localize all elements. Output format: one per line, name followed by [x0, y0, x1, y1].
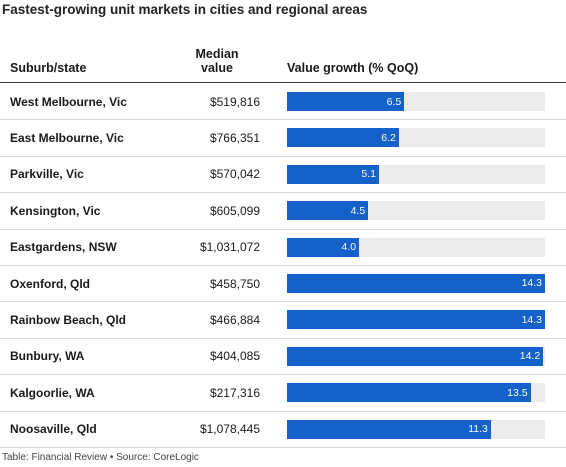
median-value-cell: $1,078,445 [199, 422, 260, 437]
growth-bar: 13.5 [287, 383, 531, 403]
column-header-suburb: Suburb/state [10, 61, 87, 75]
suburb-cell: Oxenford, Qld [10, 276, 91, 291]
growth-bar: 4.5 [287, 201, 369, 221]
median-value-cell: $1,031,072 [199, 240, 260, 255]
table-header: Suburb/state Median value Value growth (… [0, 38, 566, 83]
suburb-cell: Bunbury, WA [10, 349, 85, 364]
table-row: East Melbourne, Vic $766,351 6.2 [0, 120, 566, 157]
suburb-cell: Noosaville, Qld [10, 422, 97, 437]
suburb-cell: Eastgardens, NSW [10, 240, 117, 255]
suburb-cell: West Melbourne, Vic [10, 94, 127, 109]
bar-track: 6.5 [287, 92, 545, 111]
growth-bar-label: 14.2 [519, 350, 541, 363]
growth-bar: 14.3 [287, 310, 545, 330]
table-row: Rainbow Beach, Qld $466,884 14.3 [0, 302, 566, 339]
growth-bar-label: 6.2 [381, 131, 396, 144]
table-row: Eastgardens, NSW $1,031,072 4.0 [0, 230, 566, 266]
median-value-cell: $466,884 [209, 313, 260, 328]
median-value-cell: $404,085 [209, 349, 260, 364]
growth-bar-label: 14.3 [521, 277, 542, 290]
growth-bar: 11.3 [287, 419, 491, 439]
bar-track: 4.0 [287, 237, 545, 257]
table-row: Kalgoorlie, WA $217,316 13.5 [0, 375, 566, 412]
median-value-cell: $458,750 [209, 276, 260, 291]
table-body: West Melbourne, Vic $519,816 6.5 East Melbo… [0, 84, 566, 448]
growth-bar-label: 4.0 [341, 241, 357, 254]
bar-track: 5.1 [287, 164, 545, 184]
column-header-median-line1: Median [195, 47, 239, 61]
bar-track: 14.3 [287, 273, 545, 293]
suburb-cell: East Melbourne, Vic [10, 131, 124, 146]
bar-track: 4.5 [287, 201, 545, 221]
bar-track: 14.2 [287, 346, 545, 366]
table-row: Parkville, Vic $570,042 5.1 [0, 157, 566, 194]
column-header-median-line2: value [201, 61, 233, 75]
source-footer: Table: Financial Review • Source: CoreLo… [2, 452, 199, 463]
table-row: Bunbury, WA $404,085 14.2 [0, 339, 566, 376]
growth-bar-label: 5.1 [361, 168, 376, 181]
median-value-cell: $605,099 [209, 203, 260, 218]
table-row: Oxenford, Qld $458,750 14.3 [0, 266, 566, 303]
growth-bar: 5.1 [287, 164, 379, 184]
column-header-median: Median value [172, 47, 262, 75]
growth-bar-label: 6.5 [386, 95, 402, 108]
table-row: West Melbourne, Vic $519,816 6.5 [0, 84, 566, 121]
column-header-growth: Value growth (% QoQ) [287, 61, 419, 75]
bar-track: 11.3 [287, 419, 545, 439]
suburb-cell: Parkville, Vic [10, 167, 84, 182]
median-value-cell: $217,316 [209, 385, 260, 400]
median-value-cell: $519,816 [209, 94, 260, 109]
growth-bar: 6.5 [287, 92, 405, 111]
chart-title: Fastest-growing unit markets in cities a… [2, 2, 368, 17]
growth-bar: 14.3 [287, 273, 545, 293]
growth-bar-label: 14.3 [521, 313, 542, 326]
table-row: Noosaville, Qld $1,078,445 11.3 [0, 412, 566, 448]
growth-bar-label: 13.5 [507, 386, 528, 399]
suburb-cell: Kensington, Vic [10, 203, 101, 218]
median-value-cell: $766,351 [209, 131, 260, 146]
growth-bar: 6.2 [287, 128, 399, 148]
growth-bar: 14.2 [287, 346, 544, 366]
median-value-cell: $570,042 [209, 167, 260, 182]
bar-track: 14.3 [287, 310, 545, 330]
bar-track: 13.5 [287, 383, 545, 403]
growth-bar-label: 11.3 [468, 423, 488, 436]
table-row: Kensington, Vic $605,099 4.5 [0, 193, 566, 230]
growth-bar-label: 4.5 [350, 204, 366, 217]
growth-bar: 4.0 [287, 237, 360, 257]
suburb-cell: Kalgoorlie, WA [10, 385, 95, 400]
bar-track: 6.2 [287, 128, 545, 148]
suburb-cell: Rainbow Beach, Qld [10, 313, 127, 328]
